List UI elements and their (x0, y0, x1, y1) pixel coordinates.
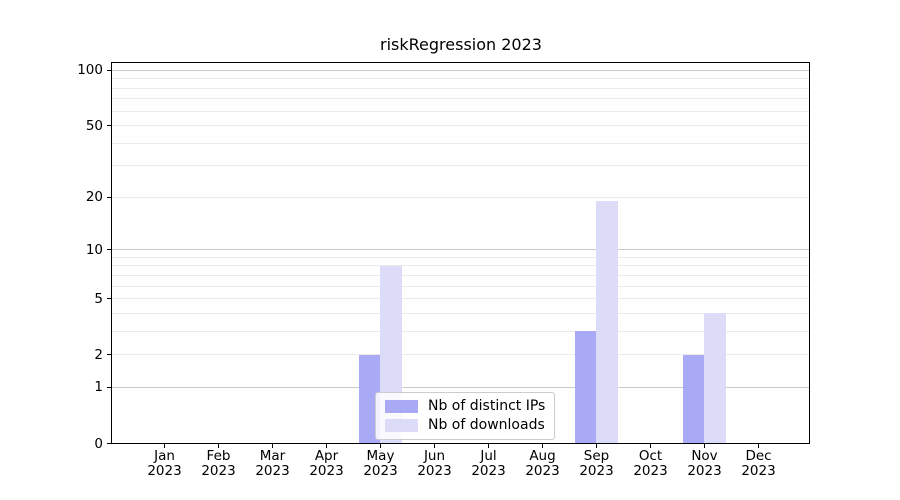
x-tick-month: Sep (583, 447, 610, 464)
x-tick-month: Jan (154, 447, 175, 464)
x-tick-month: Aug (529, 447, 556, 464)
x-tick-year: 2023 (471, 463, 506, 479)
x-tick-mark (325, 443, 328, 448)
gridline-minor (112, 312, 810, 314)
legend: Nb of distinct IPs Nb of downloads (375, 392, 556, 440)
x-tick-month: Feb (206, 447, 231, 464)
x-tick-label: May 2023 (351, 447, 411, 480)
y-tick-mark (106, 386, 112, 389)
y-tick-label: 5 (94, 290, 103, 307)
y-tick-label: 100 (77, 62, 103, 79)
gridline-minor (112, 265, 810, 267)
x-tick-mark (379, 443, 382, 448)
y-tick-mark (106, 69, 112, 72)
plot-area (111, 62, 811, 445)
x-tick-year: 2023 (147, 463, 182, 479)
x-tick-label: Sep 2023 (567, 447, 627, 480)
gridline-minor (112, 165, 810, 167)
y-tick-mark (106, 298, 112, 300)
bar-distinct-ips-nov (682, 354, 705, 444)
bar-distinct-ips-sep (574, 331, 597, 444)
bar-distinct-ips-may (358, 354, 381, 444)
y-tick-label: 20 (85, 189, 103, 206)
gridline-minor (112, 125, 810, 127)
legend-label: Nb of distinct IPs (428, 398, 546, 414)
x-tick-month: Oct (638, 447, 663, 464)
x-tick-month: Jun (423, 447, 446, 464)
y-tick-label: 50 (85, 117, 103, 134)
legend-item: Nb of downloads (385, 417, 545, 434)
x-tick-year: 2023 (579, 463, 614, 479)
gridline-major (112, 386, 810, 388)
x-tick-mark (649, 443, 652, 448)
gridline-major (112, 69, 810, 71)
x-tick-month: May (366, 447, 395, 464)
x-tick-label: Apr 2023 (297, 447, 357, 480)
bar-downloads-nov (704, 313, 726, 444)
legend-label: Nb of downloads (428, 417, 545, 433)
x-tick-mark (163, 443, 166, 448)
x-tick-label: Dec 2023 (729, 447, 789, 480)
gridline-minor (112, 256, 810, 258)
x-tick-year: 2023 (525, 463, 560, 479)
gridline-minor (112, 78, 810, 80)
x-tick-label: Oct 2023 (621, 447, 681, 480)
gridline-minor (112, 110, 810, 112)
y-tick-label: 2 (94, 346, 103, 363)
x-tick-label: Aug 2023 (513, 447, 573, 480)
gridline-minor (112, 297, 810, 299)
x-tick-year: 2023 (255, 463, 290, 479)
y-tick-label: 0 (94, 435, 103, 452)
legend-item: Nb of distinct IPs (385, 398, 545, 415)
x-tick-month: Nov (691, 447, 718, 464)
x-tick-mark (703, 443, 706, 448)
x-tick-month: Dec (745, 447, 772, 464)
legend-swatch (385, 400, 418, 413)
gridline-major (112, 248, 810, 250)
y-tick-mark (106, 354, 112, 356)
bar-downloads-sep (596, 201, 618, 444)
x-tick-label: Nov 2023 (675, 447, 735, 480)
x-tick-mark (757, 443, 760, 448)
y-tick-mark (106, 125, 112, 127)
x-tick-mark (217, 443, 220, 448)
gridline-minor (112, 330, 810, 332)
x-tick-year: 2023 (741, 463, 776, 479)
gridline-minor (112, 285, 810, 287)
x-tick-label: Jul 2023 (459, 447, 519, 480)
x-tick-label: Jan 2023 (135, 447, 195, 480)
x-tick-mark (487, 443, 490, 448)
gridline-minor (112, 274, 810, 276)
chart-title: riskRegression 2023 (380, 35, 542, 54)
x-tick-label: Jun 2023 (405, 447, 465, 480)
y-tick-label: 1 (94, 379, 103, 396)
gridline-minor (112, 98, 810, 100)
x-tick-mark (433, 443, 436, 448)
y-tick-mark (106, 196, 112, 199)
y-tick-label: 10 (85, 241, 103, 258)
y-tick-mark (106, 249, 112, 251)
x-tick-month: Apr (314, 447, 339, 464)
y-tick-mark (106, 442, 112, 445)
x-tick-year: 2023 (687, 463, 722, 479)
x-tick-label: Feb 2023 (189, 447, 249, 480)
legend-swatch (385, 419, 418, 432)
gridline-minor (112, 354, 810, 355)
x-tick-year: 2023 (417, 463, 452, 479)
x-tick-mark (595, 443, 598, 448)
x-tick-year: 2023 (363, 463, 398, 479)
x-tick-year: 2023 (201, 463, 236, 479)
x-tick-year: 2023 (633, 463, 668, 479)
x-tick-mark (271, 443, 274, 448)
gridline-minor (112, 196, 810, 198)
x-tick-year: 2023 (309, 463, 344, 479)
gridline-minor (112, 142, 810, 144)
x-tick-month: Jul (480, 447, 497, 464)
x-tick-mark (541, 443, 544, 448)
x-tick-month: Mar (259, 447, 286, 464)
gridline-minor (112, 87, 810, 89)
x-tick-label: Mar 2023 (243, 447, 303, 480)
